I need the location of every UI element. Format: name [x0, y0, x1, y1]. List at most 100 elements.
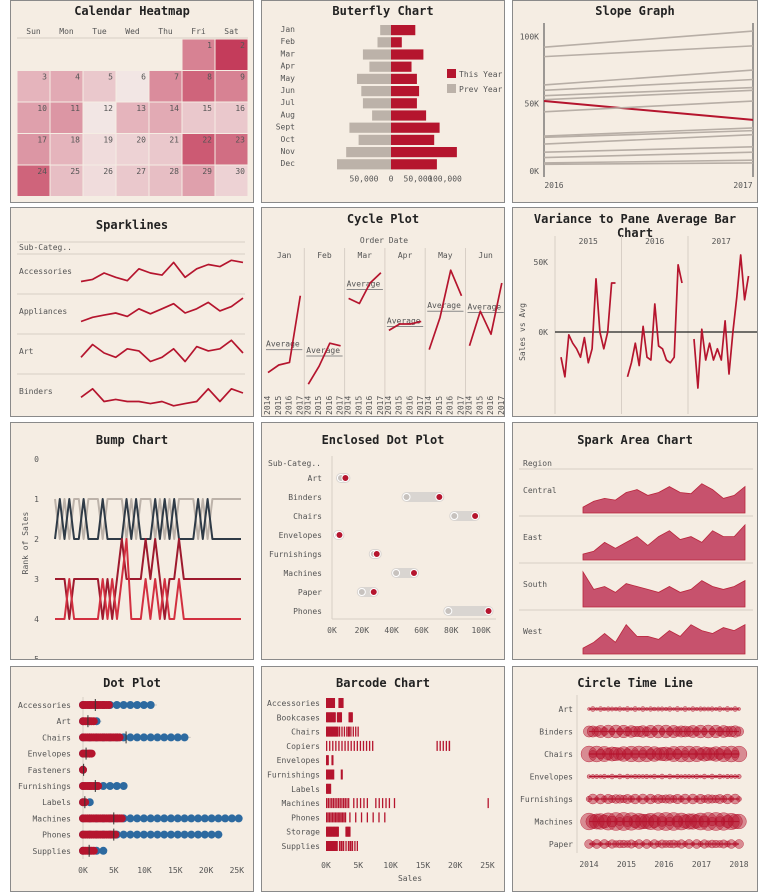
timeline-bubble	[655, 706, 661, 712]
timeline-bubble	[635, 813, 651, 830]
timeline-bubble	[672, 726, 683, 737]
dot-blue	[119, 782, 128, 790]
timeline-bubble	[587, 725, 599, 738]
cycle-line	[388, 320, 422, 332]
day-cell	[182, 102, 215, 133]
barcode-tick	[336, 726, 338, 737]
dot-blue	[160, 814, 169, 823]
dot-blue	[153, 733, 162, 742]
barcode-tick	[341, 769, 343, 780]
day-cell	[215, 39, 248, 70]
timeline-bubble	[624, 773, 631, 780]
row-label: Art	[308, 474, 323, 483]
barcode-tick	[334, 841, 336, 851]
month-label: Oct	[281, 135, 296, 144]
circle-timeline-panel: Circle Time Line Art Binders Chairs Envelop…	[512, 666, 758, 892]
barcode-tick	[328, 812, 331, 823]
dot-high	[484, 607, 493, 615]
bar-prev-year	[362, 98, 391, 109]
timeline-bubble	[641, 726, 652, 737]
day-number: 28	[169, 167, 179, 176]
barcode-outlier	[448, 740, 451, 751]
row-label: Supplies	[281, 842, 320, 851]
timeline-bubble	[622, 816, 633, 827]
barcode-tick	[375, 798, 377, 809]
row-label: Labels	[42, 798, 71, 807]
timeline-bubble	[671, 774, 676, 779]
timeline-bubble	[717, 706, 723, 712]
barcode-tick	[338, 726, 341, 737]
timeline-bubble	[641, 839, 652, 849]
dot-high	[372, 550, 381, 558]
day-number: 25	[70, 167, 80, 176]
tick-label: 50K	[525, 100, 540, 109]
timeline-bubble	[606, 774, 610, 779]
day-number: 7	[174, 73, 179, 82]
year-label: 2017	[457, 396, 466, 415]
timeline-bubble	[729, 774, 734, 779]
day-number: 27	[136, 167, 146, 176]
column-header: Sub-Categ..	[268, 459, 321, 468]
barcode-tick	[384, 812, 386, 823]
dot-blue	[126, 814, 135, 823]
timeline-bubble	[726, 839, 736, 849]
barcode-tick	[328, 726, 330, 737]
slope-line	[543, 100, 754, 113]
timeline-bubble	[644, 707, 649, 711]
row-label: Chairs	[42, 733, 71, 742]
barcode-tick	[378, 798, 380, 809]
timeline-bubble	[636, 725, 649, 738]
sparkline	[80, 387, 244, 407]
row-label: Phones	[293, 607, 322, 616]
sparkline	[80, 259, 244, 283]
row-label: Furnishings	[520, 795, 573, 804]
dot-blue	[146, 701, 155, 709]
bar-prev-year	[349, 122, 391, 133]
day-cell	[116, 102, 149, 133]
chart-title: Bump Chart	[95, 433, 169, 447]
timeline-bubble	[602, 706, 607, 712]
barcode-tick	[326, 755, 328, 766]
timeline-bubble	[590, 706, 596, 712]
year-label: 2015	[579, 237, 598, 246]
timeline-bubble	[636, 774, 642, 779]
barcode-tick	[334, 841, 337, 851]
barcode-tick	[341, 812, 344, 823]
bar-prev-year	[369, 61, 391, 72]
barcode-tick	[350, 712, 353, 723]
timeline-bubble	[642, 813, 659, 830]
dot-blue	[119, 830, 128, 839]
timeline-bubble	[659, 773, 665, 780]
timeline-bubble	[636, 796, 642, 802]
month-label: Jun	[478, 251, 493, 260]
barcode-tick	[339, 812, 341, 823]
dot-blue	[180, 814, 189, 823]
tick-label: 1	[34, 495, 39, 504]
barcode-tick	[332, 826, 335, 837]
barcode-tick	[332, 769, 335, 780]
barcode-tick	[329, 726, 331, 737]
row-label: Art	[57, 717, 72, 726]
timeline-bubble	[605, 841, 612, 847]
timeline-bubble	[591, 839, 602, 849]
axis-label: Rank of Sales	[21, 512, 30, 575]
timeline-bubble	[721, 815, 734, 828]
barcode-tick	[348, 826, 350, 837]
row-label: Machines	[283, 569, 322, 578]
dot-blue	[160, 830, 169, 839]
barcode-tick	[332, 826, 334, 837]
timeline-bubble	[650, 795, 658, 803]
day-cell	[50, 165, 83, 196]
timeline-bubble	[611, 794, 621, 804]
barcode-tick	[385, 798, 387, 809]
tick-label: 15K	[168, 866, 183, 875]
tick-label: 25K	[230, 866, 245, 875]
barcode-tick	[334, 712, 336, 723]
timeline-bubble	[731, 813, 747, 830]
bar-this-year	[391, 61, 412, 72]
day-number: 6	[141, 73, 146, 82]
timeline-bubble	[615, 727, 624, 736]
year-label: 2014	[303, 396, 312, 415]
timeline-bubble	[732, 774, 738, 779]
bar-this-year	[391, 98, 417, 109]
